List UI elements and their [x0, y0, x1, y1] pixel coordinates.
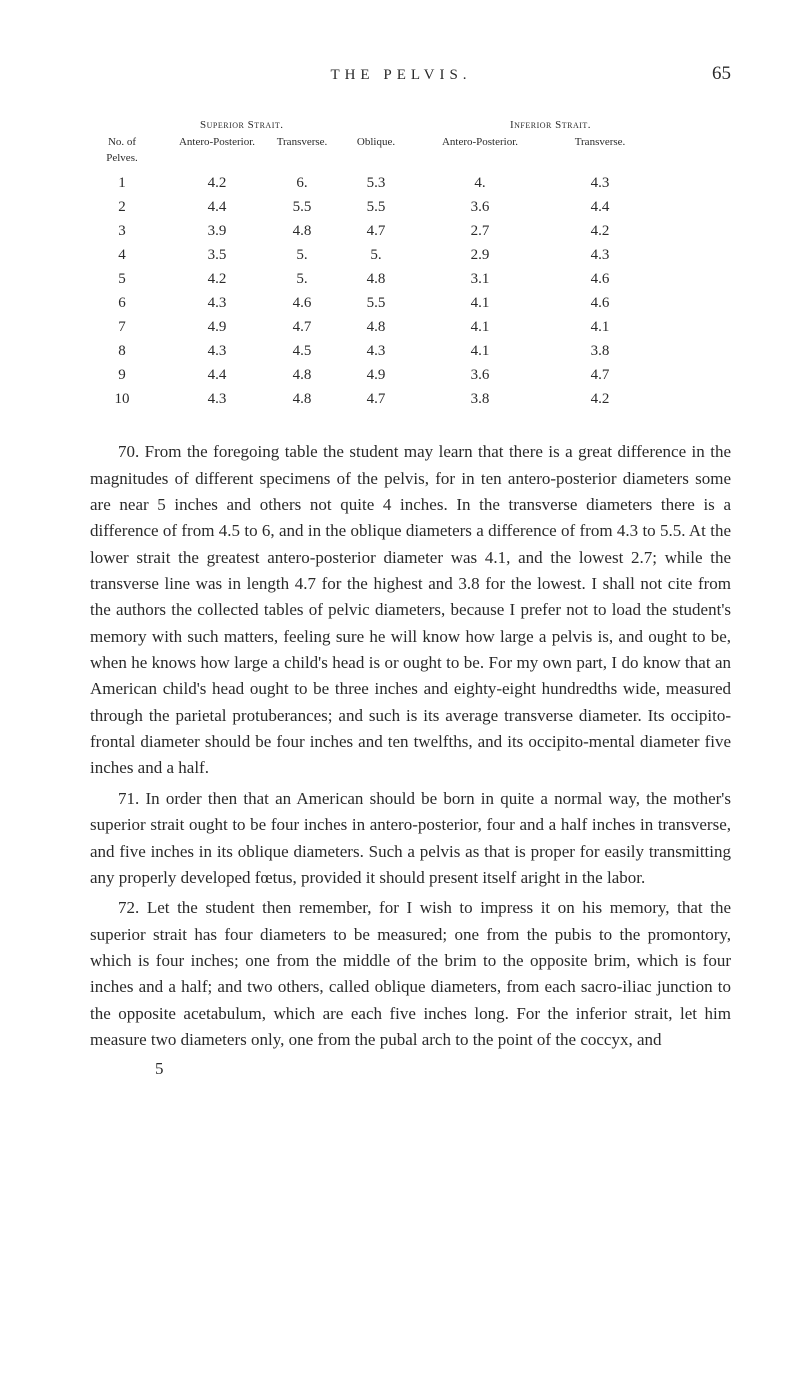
running-title: THE PELVIS. [90, 65, 712, 87]
table-cell: 8 [100, 339, 172, 363]
table-column-headers: No. of Pelves. Antero-Posterior. Transve… [100, 135, 731, 167]
table-row: 84.34.54.34.13.8 [100, 339, 731, 363]
table-cell: 4.1 [550, 315, 650, 339]
table-cell: 3 [100, 219, 172, 243]
paragraph-72: 72. Let the student then remember, for I… [90, 895, 731, 1053]
table-cell: 4.9 [342, 363, 410, 387]
table-cell: 3.9 [172, 219, 262, 243]
table-cell: 10 [100, 387, 172, 411]
table-cell: 5. [262, 267, 342, 291]
table-cell: 6. [262, 171, 342, 195]
table-cell: 4.8 [342, 267, 410, 291]
table-row: 43.55.5.2.94.3 [100, 243, 731, 267]
table-cell: 7 [100, 315, 172, 339]
table-row: 64.34.65.54.14.6 [100, 291, 731, 315]
table-row: 24.45.55.53.64.4 [100, 195, 731, 219]
table-cell: 4.6 [550, 267, 650, 291]
table-body: 14.26.5.34.4.324.45.55.53.64.433.94.84.7… [100, 171, 731, 411]
table-cell: 3.8 [410, 387, 550, 411]
table-cell: 6 [100, 291, 172, 315]
group-header-right: Inferior Strait. [400, 118, 731, 134]
table-cell: 4.8 [262, 219, 342, 243]
table-cell: 4.3 [172, 291, 262, 315]
table-cell: 4.2 [550, 387, 650, 411]
table-cell: 3.1 [410, 267, 550, 291]
table-cell: 4.3 [550, 243, 650, 267]
table-cell: 5.5 [342, 195, 410, 219]
table-group-headers: Superior Strait. Inferior Strait. [100, 118, 731, 134]
col-header: Oblique. [342, 135, 410, 167]
table-cell: 4.4 [550, 195, 650, 219]
table-cell: 4.7 [550, 363, 650, 387]
table-row: 54.25.4.83.14.6 [100, 267, 731, 291]
table-row: 94.44.84.93.64.7 [100, 363, 731, 387]
paragraph-71: 71. In order then that an American shoul… [90, 786, 731, 891]
table-cell: 4.8 [262, 387, 342, 411]
table-cell: 4.3 [342, 339, 410, 363]
table-cell: 9 [100, 363, 172, 387]
table-cell: 2 [100, 195, 172, 219]
table-cell: 3.6 [410, 363, 550, 387]
col-header: Transverse. [550, 135, 650, 167]
table-cell: 4.2 [550, 219, 650, 243]
table-cell: 4.7 [342, 387, 410, 411]
table-cell: 4.8 [342, 315, 410, 339]
table-cell: 4.3 [172, 387, 262, 411]
table-cell: 4.7 [262, 315, 342, 339]
table-cell: 4.7 [342, 219, 410, 243]
page-header: THE PELVIS. 65 [90, 60, 731, 88]
table-cell: 3.8 [550, 339, 650, 363]
table-cell: 4.1 [410, 315, 550, 339]
table-cell: 3.6 [410, 195, 550, 219]
table-row: 14.26.5.34.4.3 [100, 171, 731, 195]
col-header: No. of Pelves. [100, 135, 172, 167]
table-cell: 4.1 [410, 291, 550, 315]
group-header-left: Superior Strait. [100, 118, 400, 134]
col-header: Antero-Posterior. [172, 135, 262, 167]
col-header: Transverse. [262, 135, 342, 167]
table-cell: 4.4 [172, 195, 262, 219]
table-cell: 5 [100, 267, 172, 291]
table-row: 33.94.84.72.74.2 [100, 219, 731, 243]
table-cell: 5.5 [342, 291, 410, 315]
table-cell: 4.6 [262, 291, 342, 315]
table-cell: 4.2 [172, 171, 262, 195]
pelvis-table: Superior Strait. Inferior Strait. No. of… [100, 118, 731, 412]
table-cell: 4.3 [550, 171, 650, 195]
table-cell: 3.5 [172, 243, 262, 267]
table-cell: 4.2 [172, 267, 262, 291]
table-cell: 5. [262, 243, 342, 267]
table-cell: 4.4 [172, 363, 262, 387]
table-cell: 4.8 [262, 363, 342, 387]
table-cell: 1 [100, 171, 172, 195]
table-cell: 4.5 [262, 339, 342, 363]
table-cell: 4.6 [550, 291, 650, 315]
table-cell: 5.5 [262, 195, 342, 219]
paragraph-text: 72. Let the student then remember, for I… [90, 898, 731, 1049]
table-cell: 4.1 [410, 339, 550, 363]
table-cell: 4.9 [172, 315, 262, 339]
table-cell: 2.9 [410, 243, 550, 267]
page-number: 65 [712, 60, 731, 88]
table-row: 104.34.84.73.84.2 [100, 387, 731, 411]
table-cell: 5.3 [342, 171, 410, 195]
table-cell: 4 [100, 243, 172, 267]
table-cell: 2.7 [410, 219, 550, 243]
paragraph-70: 70. From the foregoing table the student… [90, 439, 731, 781]
signature-number: 5 [155, 1057, 731, 1082]
table-cell: 5. [342, 243, 410, 267]
paragraph-text: 71. In order then that an American shoul… [90, 789, 731, 887]
paragraph-text: 70. From the foregoing table the student… [90, 442, 731, 777]
table-cell: 4. [410, 171, 550, 195]
table-cell: 4.3 [172, 339, 262, 363]
col-header: Antero-Posterior. [410, 135, 550, 167]
table-row: 74.94.74.84.14.1 [100, 315, 731, 339]
